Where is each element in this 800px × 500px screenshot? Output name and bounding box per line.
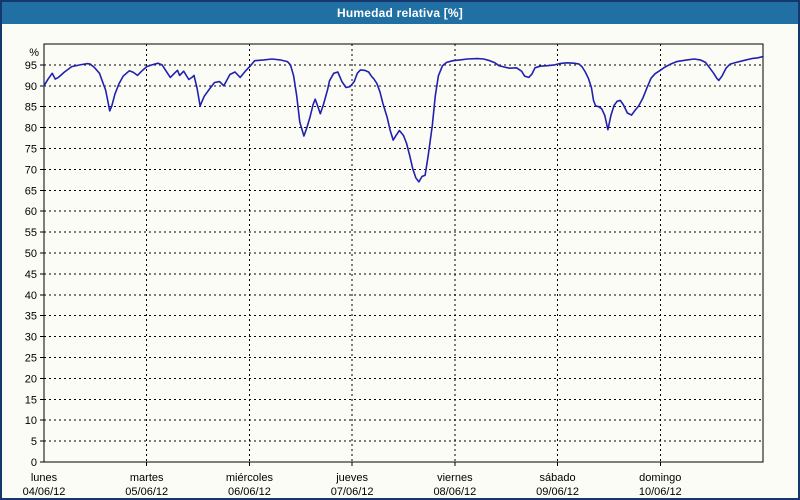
y-axis-label: 0 — [31, 457, 37, 469]
x-axis-day-label: lunes — [31, 472, 58, 484]
x-axis-date-label: 04/06/12 — [23, 486, 66, 498]
y-axis-label: 50 — [25, 248, 37, 260]
x-axis-date-label: 06/06/12 — [228, 486, 271, 498]
y-axis-label: 15 — [25, 394, 37, 406]
humidity-line-chart: 0 5 10 15 20 25 30 35 40 45 50 55 60 65 70 75 80 85 90 95% l… — [23, 43, 764, 498]
x-axis-day-label: viernes — [437, 472, 473, 484]
y-axis-label: 30 — [25, 332, 37, 344]
y-axis-label: 35 — [25, 311, 37, 323]
x-axis-date-label: 05/06/12 — [125, 486, 168, 498]
y-axis-label: 85 — [25, 102, 37, 114]
y-axis-label: 5 — [31, 436, 37, 448]
chart-title-bar: Humedad relativa [%] — [2, 2, 798, 24]
x-axis-day-label: miércoles — [226, 472, 274, 484]
y-axis-label: 95 — [25, 60, 37, 72]
y-axis-label: 40 — [25, 290, 37, 302]
y-axis-label: 60 — [25, 206, 37, 218]
x-axis-day-label: domingo — [639, 472, 681, 484]
y-axis-label: 25 — [25, 353, 37, 365]
humidity-series-line — [43, 55, 764, 183]
x-axis-day-label: jueves — [335, 472, 368, 484]
chart-area: 0 5 10 15 20 25 30 35 40 45 50 55 60 65 70 75 80 85 90 95% l… — [2, 24, 798, 498]
x-axis-date-label: 08/06/12 — [433, 486, 476, 498]
y-axis-label: 45 — [25, 269, 37, 281]
y-axis-unit-label: % — [29, 47, 39, 59]
x-axis-date-label: 10/06/12 — [639, 486, 682, 498]
y-axis-label: 55 — [25, 227, 37, 239]
y-axis-label: 70 — [25, 164, 37, 176]
y-axis-label: 90 — [25, 81, 37, 93]
x-axis-day-label: martes — [130, 472, 164, 484]
x-axis-date-label: 07/06/12 — [331, 486, 374, 498]
y-axis-label: 80 — [25, 123, 37, 135]
y-axis-label: 20 — [25, 373, 37, 385]
y-axis-label: 75 — [25, 144, 37, 156]
y-axis-label: 10 — [25, 415, 37, 427]
x-axis-day-label: sábado — [540, 472, 576, 484]
y-axis-label: 65 — [25, 185, 37, 197]
x-axis-date-label: 09/06/12 — [536, 486, 579, 498]
chart-title: Humedad relativa [%] — [336, 6, 464, 20]
